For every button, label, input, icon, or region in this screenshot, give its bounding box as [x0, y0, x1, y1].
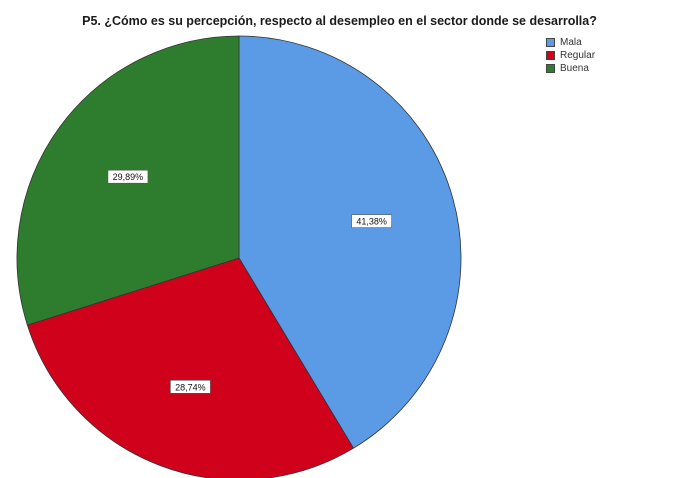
legend-item-buena: Buena: [546, 62, 595, 75]
data-label-text-mala: 41,38%: [356, 217, 387, 227]
legend-label-regular: Regular: [560, 50, 596, 61]
legend-item-regular: Regular: [546, 49, 595, 62]
data-label-box-buena: [107, 169, 149, 184]
pie-slice-regular: [26, 257, 355, 478]
chart-title: P5. ¿Cómo es su percepción, respecto al …: [82, 14, 597, 28]
data-label-mala: 41,38%: [351, 214, 392, 228]
legend: Mala Regular Buena: [546, 36, 595, 75]
data-label-box-mala: [351, 214, 392, 228]
legend-swatch-regular: [546, 51, 555, 60]
legend-swatch-mala: [546, 38, 555, 47]
legend-label-buena: Buena: [560, 63, 589, 74]
data-label-buena: 29,89%: [107, 169, 149, 184]
legend-label-mala: Mala: [560, 37, 582, 48]
data-label-regular: 28,74%: [170, 379, 211, 394]
data-label-box-regular: [170, 379, 211, 394]
legend-item-mala: Mala: [546, 36, 595, 49]
legend-swatch-buena: [546, 64, 555, 73]
data-label-text-buena: 29,89%: [113, 172, 144, 182]
data-label-text-regular: 28,74%: [175, 382, 206, 392]
pie-slice-mala: [238, 35, 462, 449]
